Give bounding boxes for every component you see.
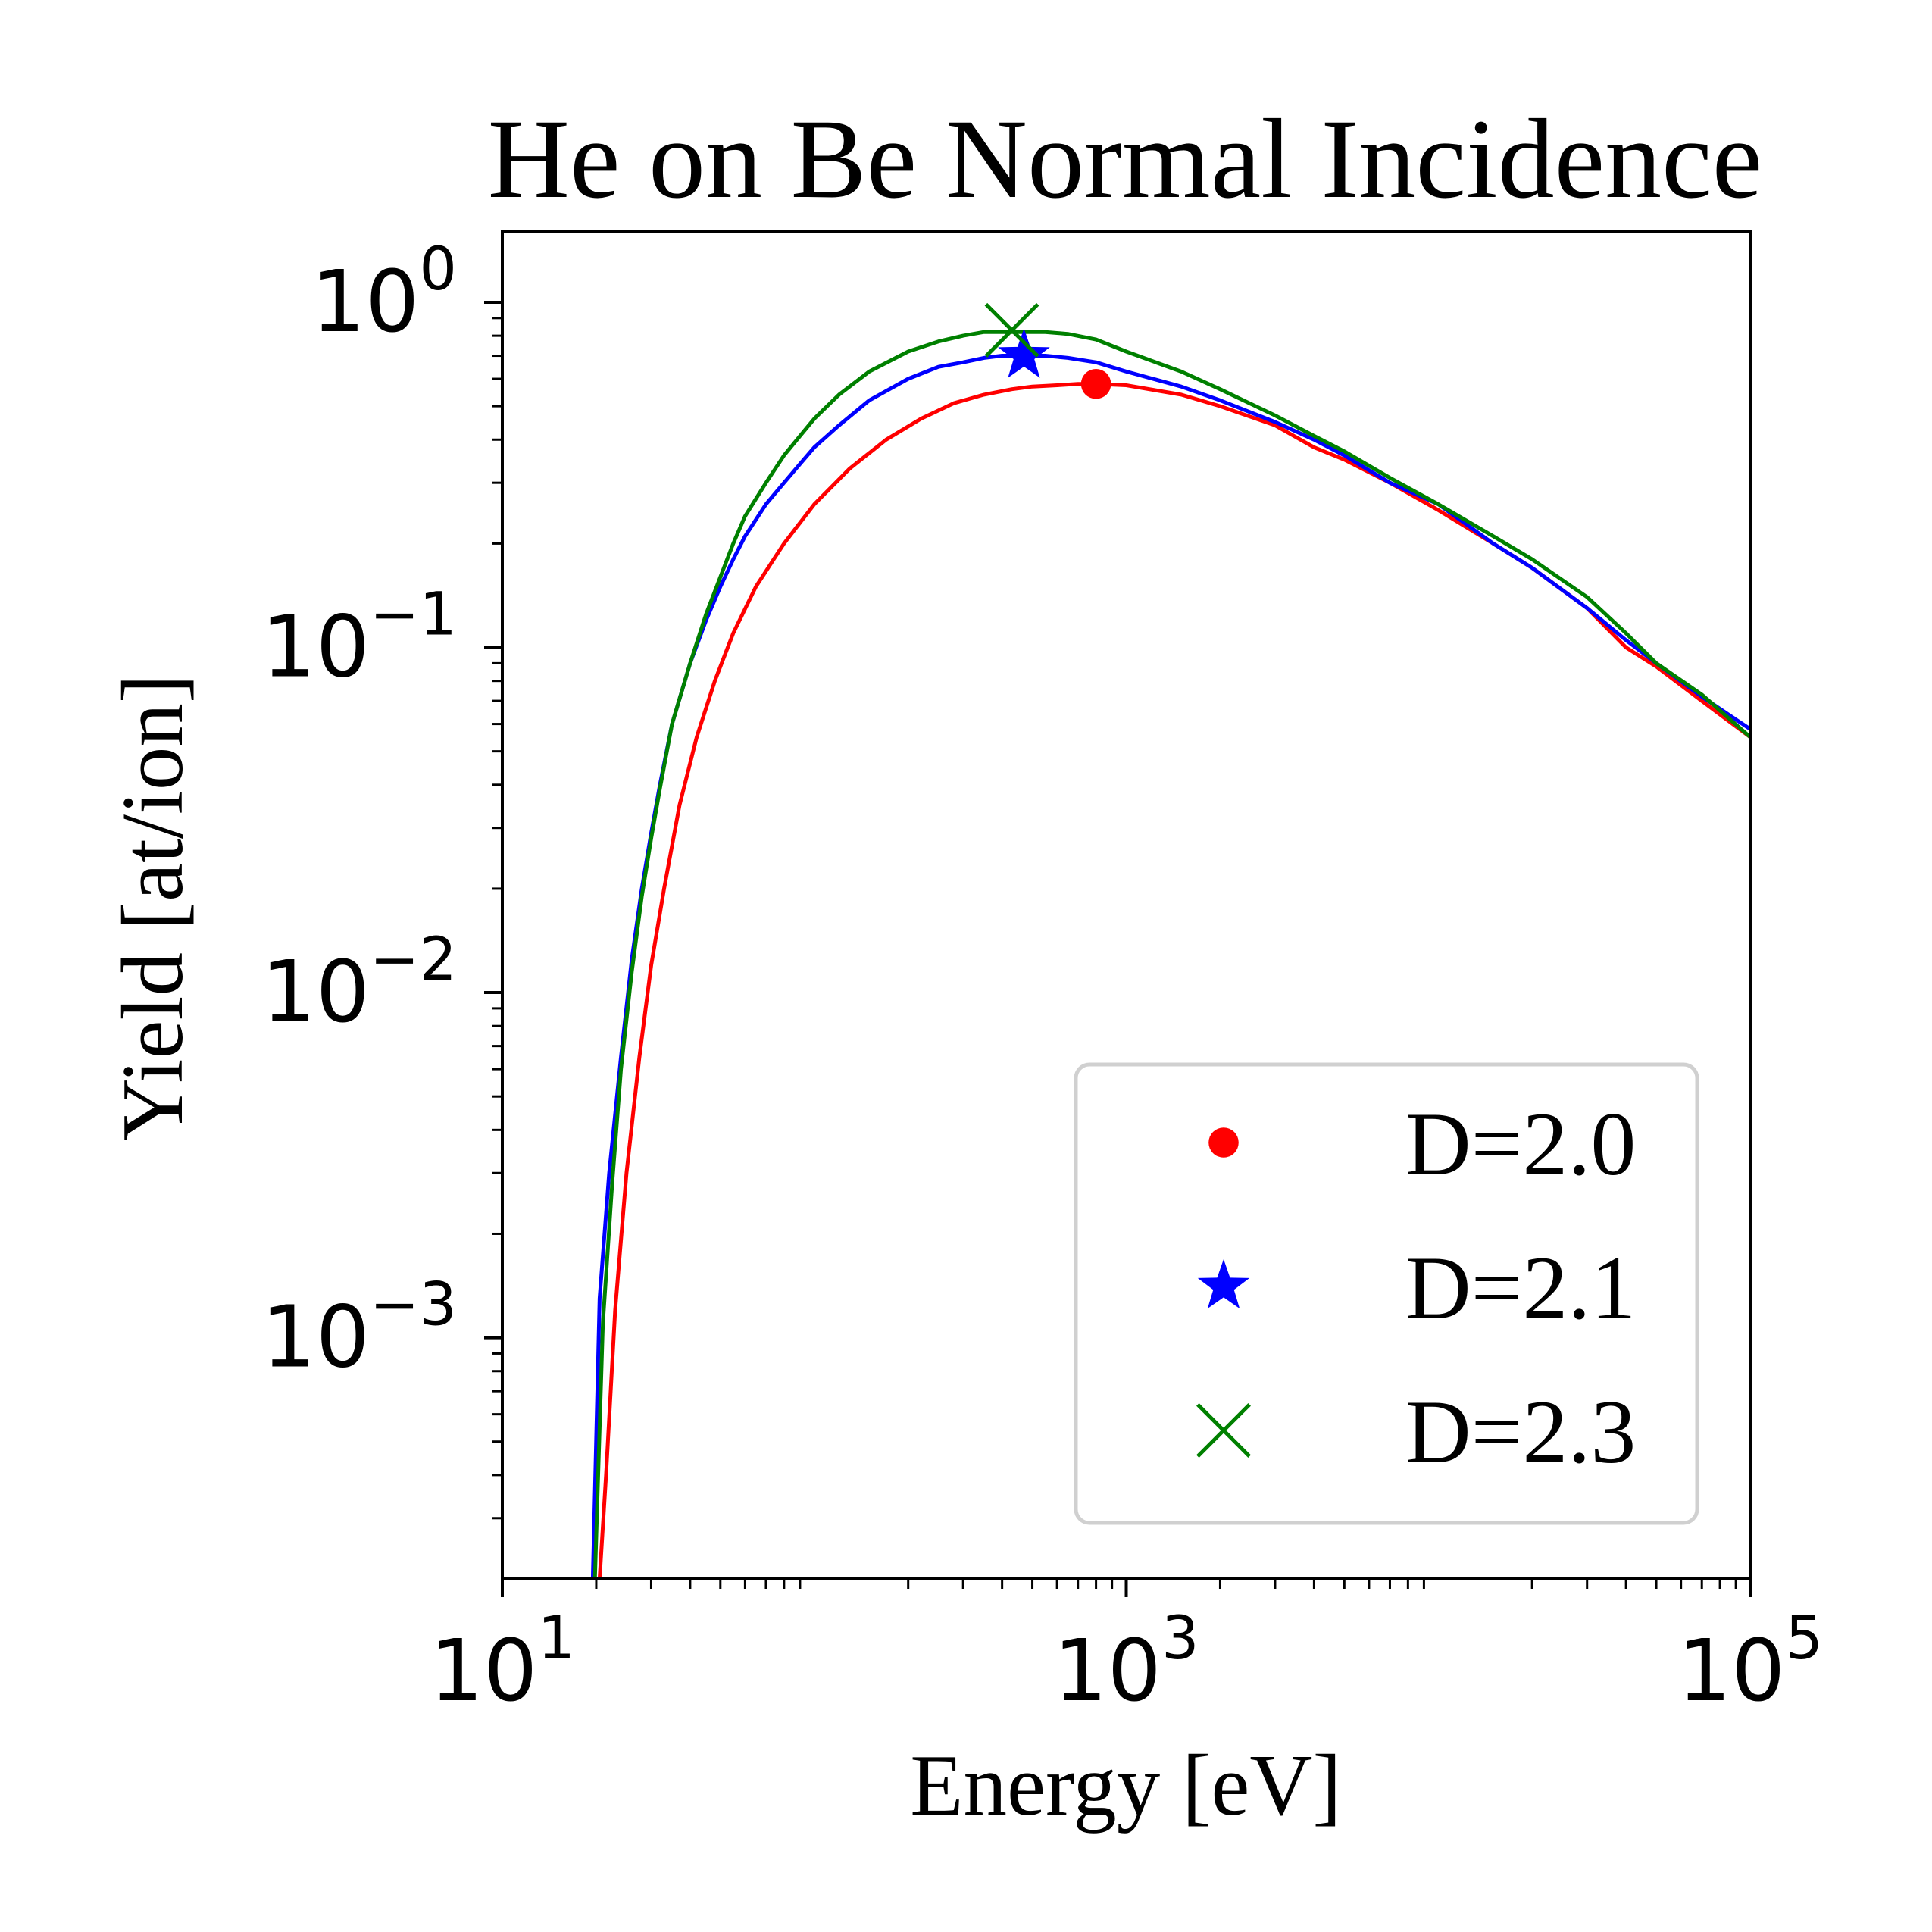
x-tick-label: 103 [1053, 1605, 1199, 1721]
peak-marker-D=2.0 [1080, 368, 1111, 399]
legend-marker-D=2.1 [1197, 1259, 1250, 1309]
y-tick-label: 10−2 [262, 926, 458, 1042]
legend-entries: D=2.0 D=2.1 D=2.3 [1196, 1093, 1636, 1482]
x-tick-label: 105 [1677, 1605, 1823, 1721]
series-line-D=2.3 [592, 330, 1750, 1579]
legend-label: D=2.1 [1405, 1237, 1636, 1338]
peak-marker-D=2.1 [998, 328, 1050, 378]
x-tick-labels: 101 103 105 [430, 1605, 1823, 1721]
x-tick-label: 101 [430, 1605, 575, 1721]
series-layer [590, 330, 1750, 1579]
y-tick-label: 10−3 [262, 1271, 458, 1387]
chart-title: He on Be Normal Incidence [488, 96, 1763, 222]
y-axis-label: Yield [at/ion] [105, 674, 201, 1141]
legend-marker-D=2.3 [1196, 1403, 1251, 1458]
y-tick-labels: 100 10−1 10−2 10−3 [262, 236, 458, 1387]
y-tick-label: 10−1 [262, 581, 458, 697]
markers-layer [984, 302, 1111, 399]
legend-label: D=2.3 [1405, 1381, 1636, 1482]
axes-frame [501, 230, 1752, 1580]
peak-marker-D=2.3 [984, 302, 1039, 358]
x-axis-label: Energy [eV] [910, 1737, 1341, 1834]
y-tick-label: 100 [311, 236, 457, 352]
legend-label: D=2.0 [1405, 1093, 1636, 1194]
minor-ticks [492, 317, 1737, 1589]
legend-marker-D=2.0 [1208, 1127, 1239, 1158]
major-ticks [484, 300, 1752, 1597]
legend-frame [1074, 1062, 1699, 1525]
legend: D=2.0 D=2.1 D=2.3 [1074, 1062, 1699, 1525]
